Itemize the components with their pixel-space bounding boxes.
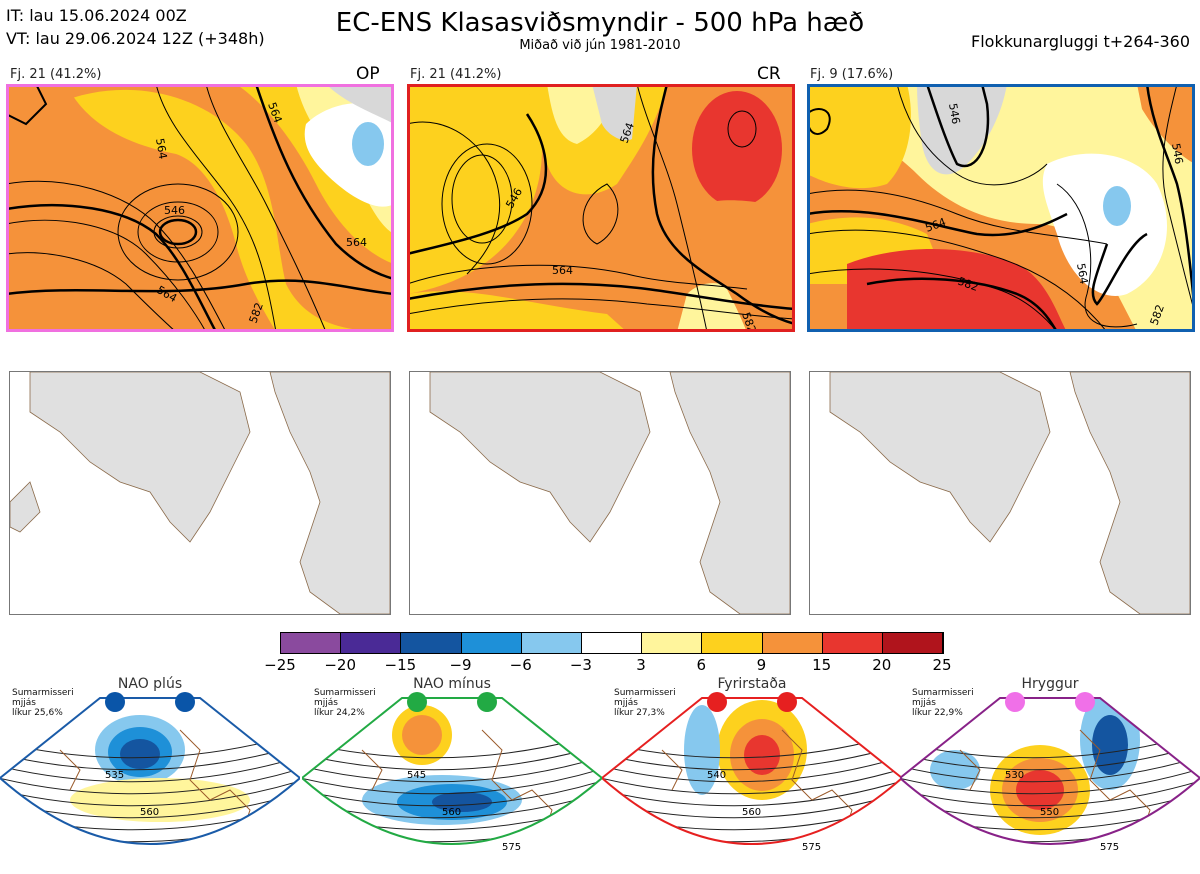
colorbar-tick-label: −3 (569, 656, 592, 674)
panel-1-label: Fj. 21 (41.2%) (10, 67, 102, 82)
scenario-map-cr: 564 546 564 582 (407, 84, 795, 332)
regime-note-line: líkur 22,9% (912, 708, 963, 718)
contour-label: 560 (742, 807, 761, 818)
colorbar-segment (521, 633, 582, 653)
panel-3-border (807, 84, 1195, 332)
regime-note-line: mjjás (314, 698, 338, 708)
regime-dot-icon (477, 692, 497, 712)
regime-note: Sumarmisseri mjjás líkur 25,6% (12, 688, 74, 718)
contour-label: 550 (1040, 807, 1059, 818)
panel-1-border (6, 84, 394, 332)
panel-2-label: Fj. 21 (41.2%) (410, 67, 502, 82)
regime-panel: 530 550 575 (898, 690, 1200, 870)
colorbar-tick-label: 25 (932, 656, 952, 674)
contour-label: 540 (707, 770, 726, 781)
panel-3-label: Fj. 9 (17.6%) (810, 67, 894, 82)
colorbar-segment (401, 633, 462, 653)
regime-note: Sumarmisseri mjjás líkur 22,9% (912, 688, 974, 718)
regime-panel: 545 560 575 (300, 690, 604, 870)
colorbar-tick-label: −15 (384, 656, 417, 674)
regime-note-line: Sumarmisseri (314, 688, 376, 698)
colorbar-segment (461, 633, 522, 653)
basemap-3 (809, 371, 1191, 615)
regime-dot-icon (1005, 692, 1025, 712)
regime-note-line: líkur 25,6% (12, 708, 63, 718)
colorbar-segment (822, 633, 883, 653)
contour-label: 564 (346, 236, 367, 249)
colorbar-tick-label: 15 (812, 656, 832, 674)
contour-label: 535 (105, 770, 124, 781)
colorbar-segment (341, 633, 402, 653)
regime-note: Sumarmisseri mjjás líkur 24,2% (314, 688, 376, 718)
regime-dot-icon (407, 692, 427, 712)
contour-label: 575 (802, 842, 821, 853)
scenario-map-3: 546 564 582 564 582 546 (807, 84, 1195, 332)
regime-note-line: Sumarmisseri (912, 688, 974, 698)
colorbar-tick-label: 6 (696, 656, 707, 674)
contour-label: 560 (442, 807, 461, 818)
regime-panel: 535 560 (0, 690, 302, 870)
contour-label: 546 (1169, 142, 1185, 165)
contour-label: 582 (739, 311, 758, 332)
contour-label: 575 (502, 842, 521, 853)
contour-label: 530 (1005, 770, 1024, 781)
colorbar-tick-label: 20 (872, 656, 892, 674)
regime-note-line: mjjás (614, 698, 638, 708)
regime-title: Hryggur (1021, 676, 1079, 692)
header-left: IT: lau 15.06.2024 00Z VT: lau 29.06.202… (6, 4, 265, 50)
page-subtitle: Miðað við jún 1981-2010 (519, 38, 681, 53)
regime-dot-icon (175, 692, 195, 712)
regime-dot-icon (1075, 692, 1095, 712)
regime-note: Sumarmisseri mjjás líkur 27,3% (614, 688, 676, 718)
panel-2-border (407, 84, 795, 332)
colorbar-tick-label: 3 (636, 656, 646, 674)
colorbar-tick-label: 9 (756, 656, 767, 674)
colorbar-tick-label: −20 (324, 656, 356, 674)
contour-label: 564 (552, 264, 573, 277)
regime-note-line: mjjás (12, 698, 36, 708)
regime-dot-icon (105, 692, 125, 712)
colorbar-tick-label: −25 (264, 656, 296, 674)
colorbar-segment (702, 633, 763, 653)
regime-title: NAO plús (117, 676, 183, 692)
contour-label: 560 (140, 807, 159, 818)
colorbar-segment (281, 633, 342, 653)
scenario-map-op: 546 564 564 564 564 582 (6, 84, 394, 332)
panel-2-code: CR (757, 64, 781, 84)
basemap-2 (409, 371, 791, 615)
regime-panel: 540 560 575 (600, 690, 904, 870)
contour-label: 564 (153, 137, 169, 160)
regime-note-line: Sumarmisseri (614, 688, 676, 698)
regime-note-line: líkur 27,3% (614, 708, 665, 718)
contour-label: 546 (946, 102, 962, 125)
classification-window: Flokkunargluggi t+264-360 (971, 32, 1190, 51)
contour-label: 575 (1100, 842, 1119, 853)
colorbar-segment (762, 633, 823, 653)
contour-label: 546 (164, 204, 185, 217)
regime-note-line: mjjás (912, 698, 936, 708)
colorbar-tick-label: −6 (509, 656, 532, 674)
colorbar-segment (642, 633, 703, 653)
init-time: IT: lau 15.06.2024 00Z (6, 6, 187, 25)
regime-title: Fyrirstaða (717, 676, 787, 692)
regime-note-line: líkur 24,2% (314, 708, 365, 718)
panel-1-code: OP (356, 64, 380, 84)
colorbar (280, 632, 944, 654)
colorbar-segment (882, 633, 944, 653)
basemap-1 (9, 371, 391, 615)
regime-note-line: Sumarmisseri (12, 688, 74, 698)
colorbar-segment (581, 633, 643, 653)
valid-time: VT: lau 29.06.2024 12Z (+348h) (6, 29, 265, 48)
contour-label: 545 (407, 770, 426, 781)
page-title: EC-ENS Klasasviðsmyndir - 500 hPa hæð (335, 8, 865, 38)
colorbar-tick-label: −9 (449, 656, 472, 674)
regime-dot-icon (707, 692, 727, 712)
contour-label: 564 (1074, 262, 1090, 285)
regime-dot-icon (777, 692, 797, 712)
regime-title: NAO mínus (413, 676, 491, 692)
